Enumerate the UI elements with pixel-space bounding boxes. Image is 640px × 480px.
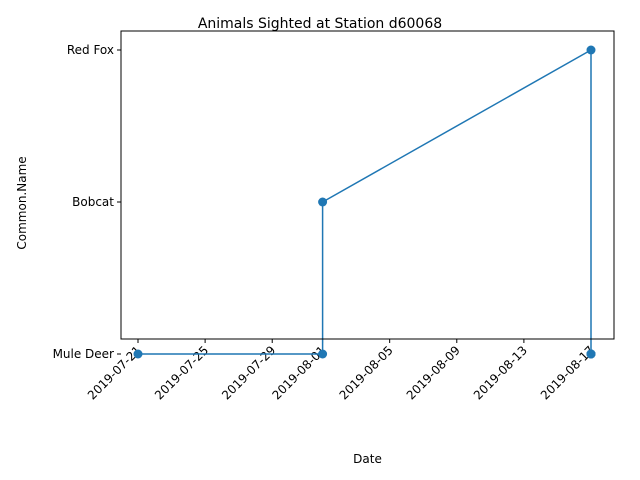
chart-title: Animals Sighted at Station d60068 [198, 16, 442, 32]
series-line [138, 49, 592, 355]
x-tick-label: 2019-08-13 [471, 343, 530, 402]
data-point [318, 349, 328, 359]
y-axis-label: Common.Name [15, 156, 29, 249]
data-point [133, 349, 143, 359]
data-point [586, 349, 596, 359]
x-tick-label: 2019-08-05 [337, 343, 396, 402]
x-axis-ticks: 2019-07-21 2019-07-25 2019-07-292019-08-01… [85, 339, 597, 402]
series-layer [133, 45, 596, 359]
x-tick-label: 2019-07-25 [152, 343, 211, 402]
y-tick-label: Bobcat [72, 195, 114, 209]
y-tick-label: Red Fox [67, 43, 114, 57]
x-axis-label: Date [353, 452, 382, 466]
x-tick-label: 2019-08-09 [404, 343, 463, 402]
y-axis-ticks: Mule Deer Bobcat Red Fox [53, 43, 121, 361]
plot-area-frame [120, 30, 615, 340]
data-point [318, 197, 328, 207]
data-point [586, 45, 596, 55]
y-tick-label: Mule Deer [53, 347, 114, 361]
